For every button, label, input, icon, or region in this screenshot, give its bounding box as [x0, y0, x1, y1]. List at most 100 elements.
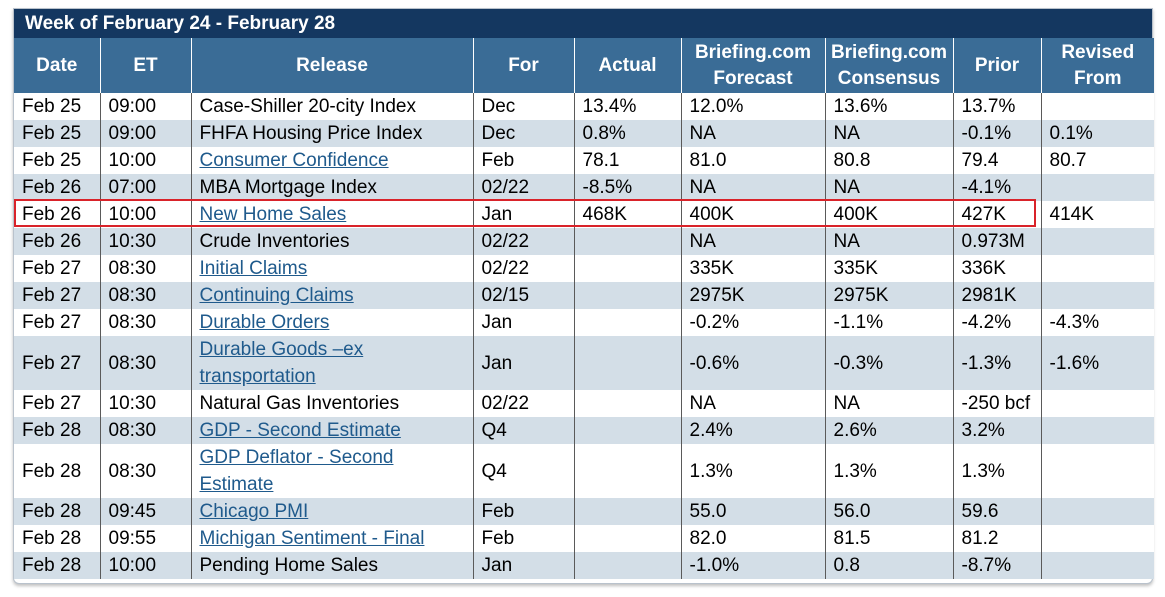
cell-et: 08:30: [100, 417, 192, 444]
cell-actual: [574, 255, 682, 282]
consensus-header-line2: Consensus: [837, 67, 941, 89]
release-link[interactable]: Initial Claims: [199, 258, 308, 279]
cell-consensus: 1.3%: [825, 444, 954, 498]
cell-revised: [1041, 498, 1154, 525]
cell-prior: 81.2: [953, 525, 1042, 552]
cell-for: 02/22: [473, 255, 575, 282]
cell-release: Durable Goods –ex transportation: [191, 336, 474, 390]
cell-consensus: 13.6%: [825, 93, 954, 120]
cell-date: Feb 27: [14, 336, 101, 390]
cell-actual: 468K: [574, 201, 682, 228]
cell-forecast: NA: [681, 174, 826, 201]
cell-actual: [574, 228, 682, 255]
cell-date: Feb 28: [14, 417, 101, 444]
cell-et: 08:30: [100, 282, 192, 309]
cell-revised: [1041, 93, 1154, 120]
cell-consensus: 2.6%: [825, 417, 954, 444]
release-link[interactable]: Chicago PMI: [199, 501, 309, 522]
cell-release: Pending Home Sales: [191, 552, 474, 579]
table-row: Feb 27 08:30 Durable Goods –ex transportat…: [14, 336, 1154, 390]
release-link[interactable]: Consumer Confidence: [199, 150, 389, 171]
cell-consensus: -1.1%: [825, 309, 954, 336]
cell-actual: [574, 390, 682, 417]
cell-forecast: 55.0: [681, 498, 826, 525]
cell-for: Jan: [473, 201, 575, 228]
cell-forecast: NA: [681, 120, 826, 147]
cell-forecast: -1.0%: [681, 552, 826, 579]
cell-prior: 336K: [953, 255, 1042, 282]
column-header-actual: Actual: [574, 38, 682, 93]
cell-et: 08:30: [100, 336, 192, 390]
release-link[interactable]: Continuing Claims: [199, 285, 354, 306]
cell-revised: 80.7: [1041, 147, 1154, 174]
cell-et: 10:00: [100, 147, 192, 174]
cell-for: 02/22: [473, 174, 575, 201]
cell-forecast: 1.3%: [681, 444, 826, 498]
cell-actual: 13.4%: [574, 93, 682, 120]
column-header-date: Date: [14, 38, 101, 93]
cell-actual: [574, 444, 682, 498]
cell-date: Feb 25: [14, 120, 101, 147]
cell-date: Feb 28: [14, 444, 101, 498]
table-row: Feb 25 10:00 Consumer Confidence Feb 78.1 81.…: [14, 147, 1154, 174]
cell-et: 10:00: [100, 201, 192, 228]
release-link[interactable]: GDP - Second Estimate: [199, 420, 401, 441]
cell-et: 09:55: [100, 525, 192, 552]
release-link[interactable]: Durable Orders: [199, 312, 330, 333]
release-link[interactable]: Durable Goods –ex transportation: [199, 339, 364, 387]
table-row: Feb 28 09:55 Michigan Sentiment - Final Feb…: [14, 525, 1154, 552]
cell-et: 08:30: [100, 444, 192, 498]
cell-release: Initial Claims: [191, 255, 474, 282]
cell-for: Dec: [473, 93, 575, 120]
cell-date: Feb 26: [14, 228, 101, 255]
cell-date: Feb 28: [14, 552, 101, 579]
cell-prior: -250 bcf: [953, 390, 1042, 417]
cell-release: FHFA Housing Price Index: [191, 120, 474, 147]
cell-prior: 427K: [953, 201, 1042, 228]
revised-header-line1: Revised: [1061, 41, 1135, 63]
cell-consensus: NA: [825, 228, 954, 255]
cell-et: 09:45: [100, 498, 192, 525]
column-header-release: Release: [191, 38, 474, 93]
cell-for: Jan: [473, 309, 575, 336]
cell-revised: [1041, 444, 1154, 498]
cell-for: Q4: [473, 444, 575, 498]
release-link[interactable]: GDP Deflator - Second Estimate: [199, 447, 394, 495]
column-header-consensus: Briefing.com Consensus: [825, 38, 954, 93]
table-row: Feb 28 10:00 Pending Home Sales Jan -1.0% 0.8…: [14, 552, 1154, 579]
release-link[interactable]: Michigan Sentiment - Final: [199, 528, 425, 549]
forecast-header-line1: Briefing.com: [694, 41, 812, 63]
cell-forecast: NA: [681, 390, 826, 417]
cell-prior: 1.3%: [953, 444, 1042, 498]
cell-actual: [574, 336, 682, 390]
cell-revised: [1041, 552, 1154, 579]
cell-release: Consumer Confidence: [191, 147, 474, 174]
cell-et: 10:30: [100, 390, 192, 417]
cell-release: New Home Sales: [191, 201, 474, 228]
cell-revised: [1041, 255, 1154, 282]
economic-calendar-table: Date ET Release For Actual Briefing.com F…: [14, 38, 1154, 579]
cell-prior: -8.7%: [953, 552, 1042, 579]
cell-consensus: 335K: [825, 255, 954, 282]
table-header-row: Date ET Release For Actual Briefing.com F…: [14, 38, 1154, 93]
table-row: Feb 25 09:00 Case-Shiller 20-city Index Dec…: [14, 93, 1154, 120]
cell-revised: [1041, 525, 1154, 552]
table-row: Feb 28 08:30 GDP Deflator - Second Estimat…: [14, 444, 1154, 498]
cell-forecast: 12.0%: [681, 93, 826, 120]
week-title: Week of February 24 - February 28: [14, 9, 1152, 38]
cell-prior: -1.3%: [953, 336, 1042, 390]
cell-consensus: NA: [825, 174, 954, 201]
column-header-forecast: Briefing.com Forecast: [681, 38, 826, 93]
cell-consensus: 2975K: [825, 282, 954, 309]
cell-for: 02/22: [473, 228, 575, 255]
cell-actual: [574, 525, 682, 552]
cell-release: Michigan Sentiment - Final: [191, 525, 474, 552]
cell-consensus: 81.5: [825, 525, 954, 552]
cell-consensus: 80.8: [825, 147, 954, 174]
column-header-revised: Revised From: [1041, 38, 1154, 93]
release-link[interactable]: New Home Sales: [199, 204, 347, 225]
cell-prior: 79.4: [953, 147, 1042, 174]
cell-release: Continuing Claims: [191, 282, 474, 309]
cell-actual: [574, 309, 682, 336]
cell-date: Feb 27: [14, 255, 101, 282]
